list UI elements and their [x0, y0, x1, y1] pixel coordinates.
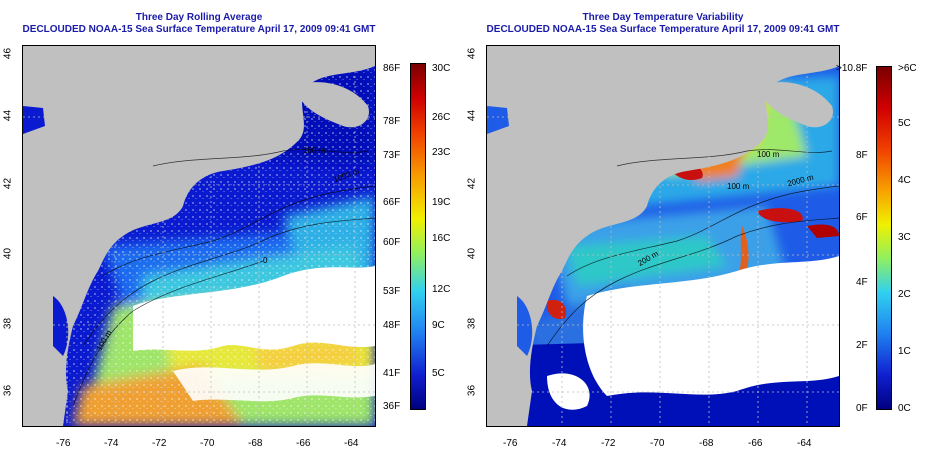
right-cb-f-label: 4F	[856, 277, 868, 288]
left-lon-tick: -66	[296, 438, 311, 449]
right-cb-f-label: 0F	[856, 403, 868, 414]
right-title-line1: Three Day Temperature Variability	[582, 12, 744, 23]
right-colorbar	[876, 66, 892, 410]
left-grid	[23, 46, 375, 426]
left-cb-f-label: 73F	[383, 150, 401, 161]
right-lat-tick: 38	[466, 317, 478, 330]
right-cb-f-label: 2F	[856, 340, 868, 351]
right-grid	[487, 46, 839, 426]
right-lon-tick: -74	[552, 438, 567, 449]
right-title-line2: DECLOUDED NOAA-15 Sea Surface Temperatur…	[486, 24, 840, 35]
right-contours	[546, 149, 839, 347]
left-lat-tick: 44	[2, 109, 14, 122]
right-lon-tick: -72	[601, 438, 616, 449]
right-cb-c-label: 5C	[898, 118, 911, 129]
left-cb-c-label: 30C	[432, 63, 451, 74]
left-lat-tick: 36	[2, 384, 14, 397]
left-contours	[72, 149, 375, 407]
left-contour-label-4: 0	[263, 256, 268, 265]
right-cb-f-label: >10.8F	[836, 63, 868, 74]
right-lon-tick: -68	[699, 438, 714, 449]
left-cb-c-label: 9C	[432, 320, 445, 331]
right-lon-tick: -66	[748, 438, 763, 449]
left-lon-tick: -68	[248, 438, 263, 449]
left-colorbar	[410, 63, 426, 410]
left-cb-c-label: 23C	[432, 147, 451, 158]
left-lat-tick: 46	[2, 47, 14, 60]
left-cb-c-label: 16C	[432, 233, 451, 244]
left-cb-f-label: 86F	[383, 63, 401, 74]
right-cb-c-label: 2C	[898, 289, 911, 300]
right-lat-tick: 46	[466, 47, 478, 60]
right-cb-c-label: 1C	[898, 346, 911, 357]
left-cb-f-label: 66F	[383, 197, 401, 208]
left-cb-f-label: 36F	[383, 401, 401, 412]
right-contour-label-1: 100 m	[757, 150, 780, 159]
right-cb-f-label: 8F	[856, 150, 868, 161]
left-lon-tick: -72	[152, 438, 167, 449]
left-lon-tick: -74	[104, 438, 119, 449]
right-cb-c-label: 4C	[898, 175, 911, 186]
right-variability-map: 100 m 100 m 2000 m 200 m	[486, 45, 840, 427]
right-land	[487, 46, 839, 426]
left-sst-map: 100 m 1000 m 100 m 0	[22, 45, 376, 427]
right-lat-tick: 42	[466, 177, 478, 190]
right-lat-tick: 44	[466, 109, 478, 122]
left-title-line1: Three Day Rolling Average	[135, 12, 263, 23]
right-lon-tick: -70	[650, 438, 665, 449]
right-lat-tick: 36	[466, 384, 478, 397]
left-title-line2: DECLOUDED NOAA-15 Sea Surface Temperatur…	[22, 24, 376, 35]
left-lon-tick: -70	[200, 438, 215, 449]
right-cb-c-label: 3C	[898, 232, 911, 243]
left-cb-f-label: 78F	[383, 116, 401, 127]
left-cb-f-label: 53F	[383, 286, 401, 297]
left-lat-tick: 38	[2, 317, 14, 330]
left-land	[23, 46, 375, 426]
right-lon-tick: -76	[503, 438, 518, 449]
left-cb-f-label: 60F	[383, 237, 401, 248]
right-cb-c-label: 0C	[898, 403, 911, 414]
left-cb-f-label: 48F	[383, 320, 401, 331]
right-cb-c-label: >6C	[898, 63, 917, 74]
right-contour-label-2: 100 m	[727, 182, 750, 191]
right-lon-tick: -64	[797, 438, 812, 449]
left-cb-c-label: 12C	[432, 284, 451, 295]
left-cb-f-label: 41F	[383, 368, 401, 379]
left-lon-tick: -64	[344, 438, 359, 449]
left-lat-tick: 42	[2, 177, 14, 190]
left-lat-tick: 40	[2, 247, 14, 260]
left-contour-label-3: 100 m	[303, 146, 326, 155]
left-cb-c-label: 19C	[432, 197, 451, 208]
right-lat-tick: 40	[466, 247, 478, 260]
right-cloud-mask	[547, 256, 839, 410]
left-cb-c-label: 26C	[432, 112, 451, 123]
right-cb-f-label: 6F	[856, 212, 868, 223]
left-lon-tick: -76	[56, 438, 71, 449]
left-cb-c-label: 5C	[432, 368, 445, 379]
